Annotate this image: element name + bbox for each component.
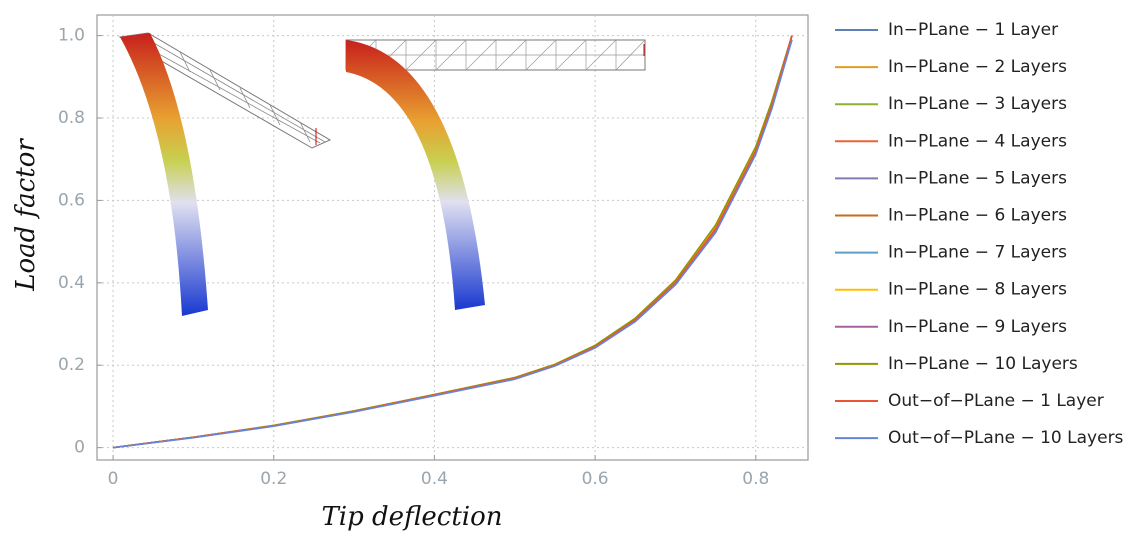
legend-label: In−PLane − 1 Layer (888, 20, 1058, 40)
legend-label: In−PLane − 5 Layers (888, 168, 1067, 188)
y-tick-label: 0.4 (58, 273, 85, 293)
y-tick-label: 0.8 (58, 108, 85, 128)
legend-label: Out−of−PLane − 1 Layer (888, 391, 1104, 411)
y-tick-label: 0 (74, 438, 85, 458)
x-tick-label: 0 (108, 469, 119, 489)
deformed-beam (120, 33, 208, 316)
deformed-beam (346, 40, 485, 310)
inset-right (345, 39, 646, 310)
x-tick-label: 0.2 (260, 469, 287, 489)
x-tick-label: 0.4 (421, 469, 448, 489)
legend-label: In−PLane − 2 Layers (888, 57, 1067, 77)
series-lines (112, 35, 793, 449)
series-line (112, 39, 793, 449)
legend-label: In−PLane − 9 Layers (888, 317, 1067, 337)
x-axis-label: Tip deflection (321, 502, 502, 532)
x-tick-label: 0.8 (742, 469, 769, 489)
y-tick-label: 0.6 (58, 190, 85, 210)
inset-left (118, 32, 332, 316)
plot-frame (96, 14, 809, 461)
legend-label: In−PLane − 10 Layers (888, 354, 1078, 374)
legend-label: In−PLane − 7 Layers (888, 243, 1067, 263)
y-tick-label: 0.2 (58, 355, 85, 375)
legend-label: In−PLane − 8 Layers (888, 280, 1067, 300)
legend-label: In−PLane − 6 Layers (888, 206, 1067, 226)
mesh-lines (345, 39, 646, 71)
legend-label: Out−of−PLane − 10 Layers (888, 428, 1124, 448)
y-tick-label: 1.0 (58, 26, 85, 46)
legend-label: In−PLane − 3 Layers (888, 94, 1067, 114)
legend-label: In−PLane − 4 Layers (888, 131, 1067, 151)
x-tick-label: 0.6 (582, 469, 609, 489)
y-axis-label: Load factor (11, 138, 41, 292)
mesh (118, 32, 332, 149)
